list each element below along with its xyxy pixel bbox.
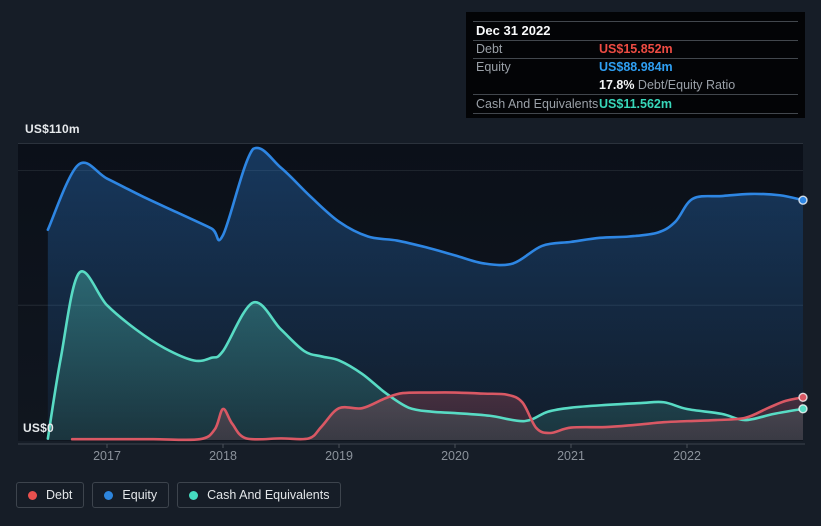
series-cash-line[interactable] — [46, 270, 805, 440]
series-debt-area[interactable] — [72, 392, 803, 440]
tooltip-date-row: Dec 31 2022 — [473, 21, 798, 41]
tooltip-equity-label: Equity — [476, 60, 511, 74]
cash-endpoint-dot[interactable] — [798, 404, 808, 414]
x-axis-label-2018: 2018 — [209, 449, 237, 463]
series-cash-area[interactable] — [47, 271, 803, 440]
tooltip-equity-row: Equity US$88.984m — [473, 59, 798, 76]
x-axis-label-2021: 2021 — [557, 449, 585, 463]
equity-legend-dot-icon — [104, 490, 114, 500]
legend-item-debt[interactable]: Debt — [16, 482, 85, 508]
series-equity-line[interactable] — [46, 146, 805, 267]
x-axis-label-2017: 2017 — [93, 449, 121, 463]
equity-endpoint-dot[interactable] — [798, 195, 808, 205]
legend-item-equity[interactable]: Equity — [92, 482, 170, 508]
legend-equity-label: Equity — [122, 488, 158, 502]
tooltip-ratio-label: Debt/Equity Ratio — [634, 78, 736, 92]
tooltip-date: Dec 31 2022 — [476, 23, 551, 38]
cash-legend-dot-icon — [189, 490, 199, 500]
debt-endpoint-dot[interactable] — [798, 392, 808, 402]
y-axis-zero-label: US$0 — [23, 421, 54, 435]
x-axis-label-2019: 2019 — [325, 449, 353, 463]
chart-legend: Debt Equity Cash And Equivalents — [16, 482, 342, 508]
x-axis-label-2022: 2022 — [673, 449, 701, 463]
legend-item-cash[interactable]: Cash And Equivalents — [177, 482, 342, 508]
tooltip-ratio-value: 17.8% — [599, 78, 635, 92]
tooltip-cash-row: Cash And Equivalents US$11.562m — [473, 95, 798, 114]
legend-debt-label: Debt — [46, 488, 73, 502]
tooltip-debt-value: US$15.852m — [599, 42, 673, 56]
tooltip-ratio-row: 17.8% Debt/Equity Ratio — [473, 76, 798, 95]
tooltip-equity-value: US$88.984m — [599, 60, 673, 74]
chart-tooltip: Dec 31 2022 Debt US$15.852m Equity US$88… — [466, 12, 805, 118]
tooltip-debt-row: Debt US$15.852m — [473, 41, 798, 59]
tooltip-ratio: 17.8% Debt/Equity Ratio — [599, 76, 735, 94]
tooltip-cash-value: US$11.562m — [599, 97, 672, 111]
legend-cash-label: Cash And Equivalents — [207, 488, 330, 502]
debt-legend-dot-icon — [28, 490, 37, 500]
tooltip-debt-label: Debt — [476, 42, 503, 56]
x-axis-label-2020: 2020 — [441, 449, 469, 463]
tooltip-cash-label: Cash And Equivalents — [476, 97, 599, 111]
series-debt-line[interactable] — [70, 391, 805, 442]
y-axis-max-label: US$110m — [25, 122, 80, 136]
